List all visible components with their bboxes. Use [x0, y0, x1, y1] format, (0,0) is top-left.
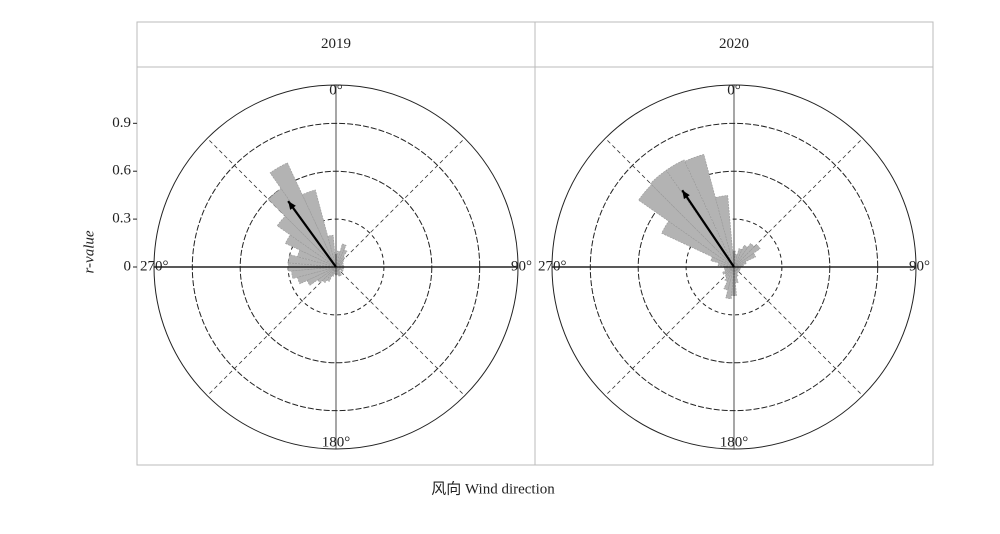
sector	[733, 243, 761, 268]
panel-title: 2019	[321, 36, 351, 52]
angle-label: 180°	[322, 434, 351, 450]
diagonal-line	[335, 266, 465, 396]
sector	[724, 266, 735, 272]
mean-vector	[287, 200, 337, 268]
sector	[638, 184, 735, 268]
panel-title: 2020	[719, 36, 749, 52]
x-axis-label: 风向 Wind direction	[431, 480, 555, 497]
y-tick-label: 0.9	[112, 115, 131, 131]
sector	[733, 261, 747, 268]
panel-header	[534, 21, 934, 68]
y-tick-label: 0.3	[112, 211, 131, 227]
sector	[724, 266, 735, 276]
arrow-head	[288, 201, 296, 210]
sector	[684, 154, 735, 268]
arrow-shaft	[287, 200, 337, 268]
sector	[327, 234, 337, 268]
mean-vector	[681, 189, 735, 268]
sector	[276, 215, 337, 268]
diagonal-line	[733, 266, 863, 396]
sector	[335, 249, 348, 268]
sector	[733, 266, 739, 277]
angle-label: 90°	[909, 258, 930, 274]
arrow-shaft	[681, 189, 735, 268]
arrow-head	[682, 190, 690, 200]
y-tick-label: 0	[124, 258, 132, 274]
angle-label: 270°	[140, 258, 169, 274]
angle-label: 0°	[329, 82, 343, 98]
diagonal-line	[207, 266, 337, 396]
angle-label: 180°	[720, 434, 749, 450]
sector	[284, 234, 337, 268]
y-tick-label: 0.6	[112, 163, 131, 179]
sector	[291, 266, 337, 279]
panel-header	[136, 21, 536, 68]
sector	[269, 162, 337, 268]
angle-label: 270°	[538, 258, 567, 274]
sector	[301, 189, 337, 268]
angle-label: 90°	[511, 258, 532, 274]
sector	[267, 188, 337, 268]
sector	[335, 259, 345, 268]
sector	[733, 252, 757, 268]
y-axis-label: r-value	[81, 230, 97, 273]
sector	[335, 262, 344, 268]
sector	[317, 266, 337, 284]
diagonal-line	[335, 138, 465, 268]
sector	[722, 266, 735, 275]
diagonal-line	[605, 266, 735, 396]
sector	[335, 266, 342, 277]
sector	[715, 195, 735, 268]
sector	[335, 266, 341, 277]
angle-label: 0°	[727, 82, 741, 98]
